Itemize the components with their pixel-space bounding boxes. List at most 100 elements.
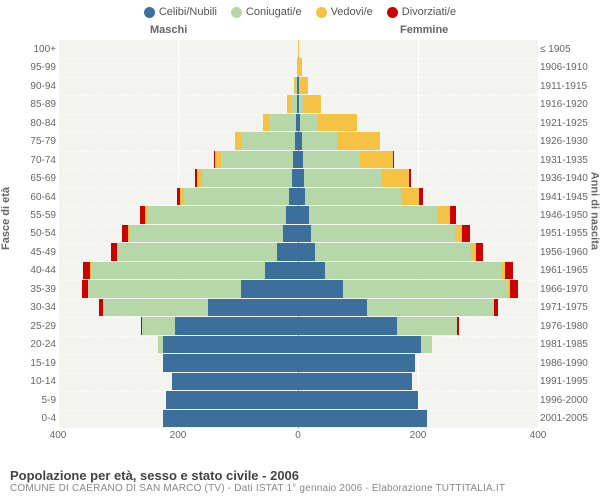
bar-segment bbox=[311, 225, 455, 242]
bar-segment bbox=[83, 262, 90, 279]
female-bar bbox=[298, 132, 380, 149]
female-bar bbox=[298, 317, 459, 334]
bar-segment bbox=[494, 299, 499, 316]
bar-segment bbox=[367, 299, 493, 316]
male-bar bbox=[177, 188, 298, 205]
bar-segment bbox=[118, 243, 277, 260]
male-bar bbox=[141, 317, 298, 334]
bar-segment bbox=[325, 262, 502, 279]
bar-segment bbox=[476, 243, 483, 260]
bar-segment bbox=[421, 336, 432, 353]
y-right-label: 1951-1955 bbox=[536, 225, 600, 243]
legend-label: Celibi/Nubili bbox=[159, 6, 217, 18]
y-left-label: 10-14 bbox=[0, 373, 60, 391]
male-bar bbox=[172, 373, 298, 390]
y-right-label: 1946-1950 bbox=[536, 206, 600, 224]
y-right-label: 1916-1920 bbox=[536, 95, 600, 113]
bar-segment bbox=[289, 188, 298, 205]
age-row bbox=[58, 354, 538, 372]
footer: Popolazione per età, sesso e stato civil… bbox=[10, 468, 590, 494]
y-left-label: 70-74 bbox=[0, 151, 60, 169]
male-bar bbox=[82, 280, 298, 297]
female-bar bbox=[298, 243, 483, 260]
female-bar bbox=[298, 391, 418, 408]
age-row bbox=[58, 40, 538, 58]
bar-segment bbox=[163, 354, 298, 371]
bar-segment bbox=[302, 132, 338, 149]
y-right-label: 1931-1935 bbox=[536, 151, 600, 169]
y-left-label: 95-99 bbox=[0, 58, 60, 76]
y-left-label: 25-29 bbox=[0, 317, 60, 335]
bar-segment bbox=[455, 225, 462, 242]
legend-swatch bbox=[144, 7, 155, 18]
bar-segment bbox=[103, 299, 208, 316]
male-bar bbox=[83, 262, 298, 279]
x-tick-label: 400 bbox=[530, 430, 547, 441]
y-left-label: 0-4 bbox=[0, 410, 60, 428]
y-right-label: 1971-1975 bbox=[536, 299, 600, 317]
bar-segment bbox=[409, 169, 411, 186]
age-row bbox=[58, 410, 538, 428]
female-bar bbox=[298, 225, 470, 242]
female-bar bbox=[298, 280, 518, 297]
bar-segment bbox=[419, 188, 423, 205]
female-bar bbox=[298, 40, 299, 57]
bar-segment bbox=[91, 262, 265, 279]
bar-segment bbox=[300, 114, 318, 131]
male-bar bbox=[122, 225, 298, 242]
bar-segment bbox=[298, 188, 305, 205]
age-row bbox=[58, 336, 538, 354]
y-right-label: ≤ 1905 bbox=[536, 40, 600, 58]
bar-segment bbox=[208, 299, 298, 316]
bar-segment bbox=[338, 132, 380, 149]
y-left-label: 45-49 bbox=[0, 243, 60, 261]
age-row bbox=[58, 188, 538, 206]
bar-segment bbox=[298, 373, 412, 390]
legend-label: Coniugati/e bbox=[246, 6, 302, 18]
bar-segment bbox=[298, 262, 325, 279]
y-left-label: 20-24 bbox=[0, 336, 60, 354]
age-row bbox=[58, 151, 538, 169]
y-right-label: 1986-1990 bbox=[536, 354, 600, 372]
bar-segment bbox=[241, 132, 295, 149]
y-right-label: 1981-1985 bbox=[536, 336, 600, 354]
bar-segment bbox=[393, 151, 394, 168]
age-row bbox=[58, 373, 538, 391]
female-bar bbox=[298, 410, 427, 427]
female-bar bbox=[298, 169, 411, 186]
bar-segment bbox=[298, 336, 421, 353]
male-bar bbox=[287, 95, 298, 112]
x-tick-label: 400 bbox=[50, 430, 67, 441]
bar-segment bbox=[303, 151, 360, 168]
x-tick-label: 0 bbox=[295, 430, 301, 441]
column-right-label: Femmine bbox=[400, 24, 448, 36]
y-left-label: 15-19 bbox=[0, 354, 60, 372]
male-bar bbox=[158, 336, 298, 353]
y-right-label: 1926-1930 bbox=[536, 132, 600, 150]
male-bar bbox=[235, 132, 298, 149]
bar-segment bbox=[148, 206, 286, 223]
female-bar bbox=[298, 77, 308, 94]
bar-segment bbox=[382, 169, 409, 186]
bar-segment bbox=[298, 280, 343, 297]
age-row bbox=[58, 243, 538, 261]
bar-segment bbox=[298, 410, 427, 427]
y-left-label: 65-69 bbox=[0, 169, 60, 187]
age-row bbox=[58, 58, 538, 76]
legend-item: Coniugati/e bbox=[231, 6, 302, 18]
bar-segment bbox=[303, 95, 321, 112]
bar-segment bbox=[269, 114, 296, 131]
bar-segment bbox=[298, 299, 367, 316]
legend-swatch bbox=[316, 7, 327, 18]
female-bar bbox=[298, 262, 513, 279]
female-bar bbox=[298, 58, 302, 75]
legend-swatch bbox=[231, 7, 242, 18]
age-row bbox=[58, 225, 538, 243]
bar-segment bbox=[438, 206, 450, 223]
y-left-label: 75-79 bbox=[0, 132, 60, 150]
bar-segment bbox=[397, 317, 457, 334]
bar-segment bbox=[130, 225, 283, 242]
age-row bbox=[58, 169, 538, 187]
bar-segment bbox=[298, 354, 415, 371]
female-bar bbox=[298, 114, 357, 131]
